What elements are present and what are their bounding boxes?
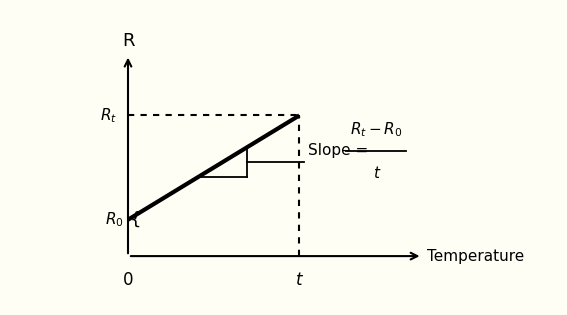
Text: $R_t$: $R_t$ [100, 106, 117, 125]
Text: R: R [122, 32, 134, 50]
Text: $R_0$: $R_0$ [105, 210, 124, 229]
Text: {: { [130, 211, 142, 229]
Text: t: t [373, 166, 379, 181]
Text: t: t [296, 271, 303, 289]
Text: Slope =: Slope = [308, 143, 373, 158]
Text: 0: 0 [122, 271, 133, 289]
Text: $R_t - R_0$: $R_t - R_0$ [350, 121, 403, 139]
Text: Temperature: Temperature [427, 249, 524, 264]
